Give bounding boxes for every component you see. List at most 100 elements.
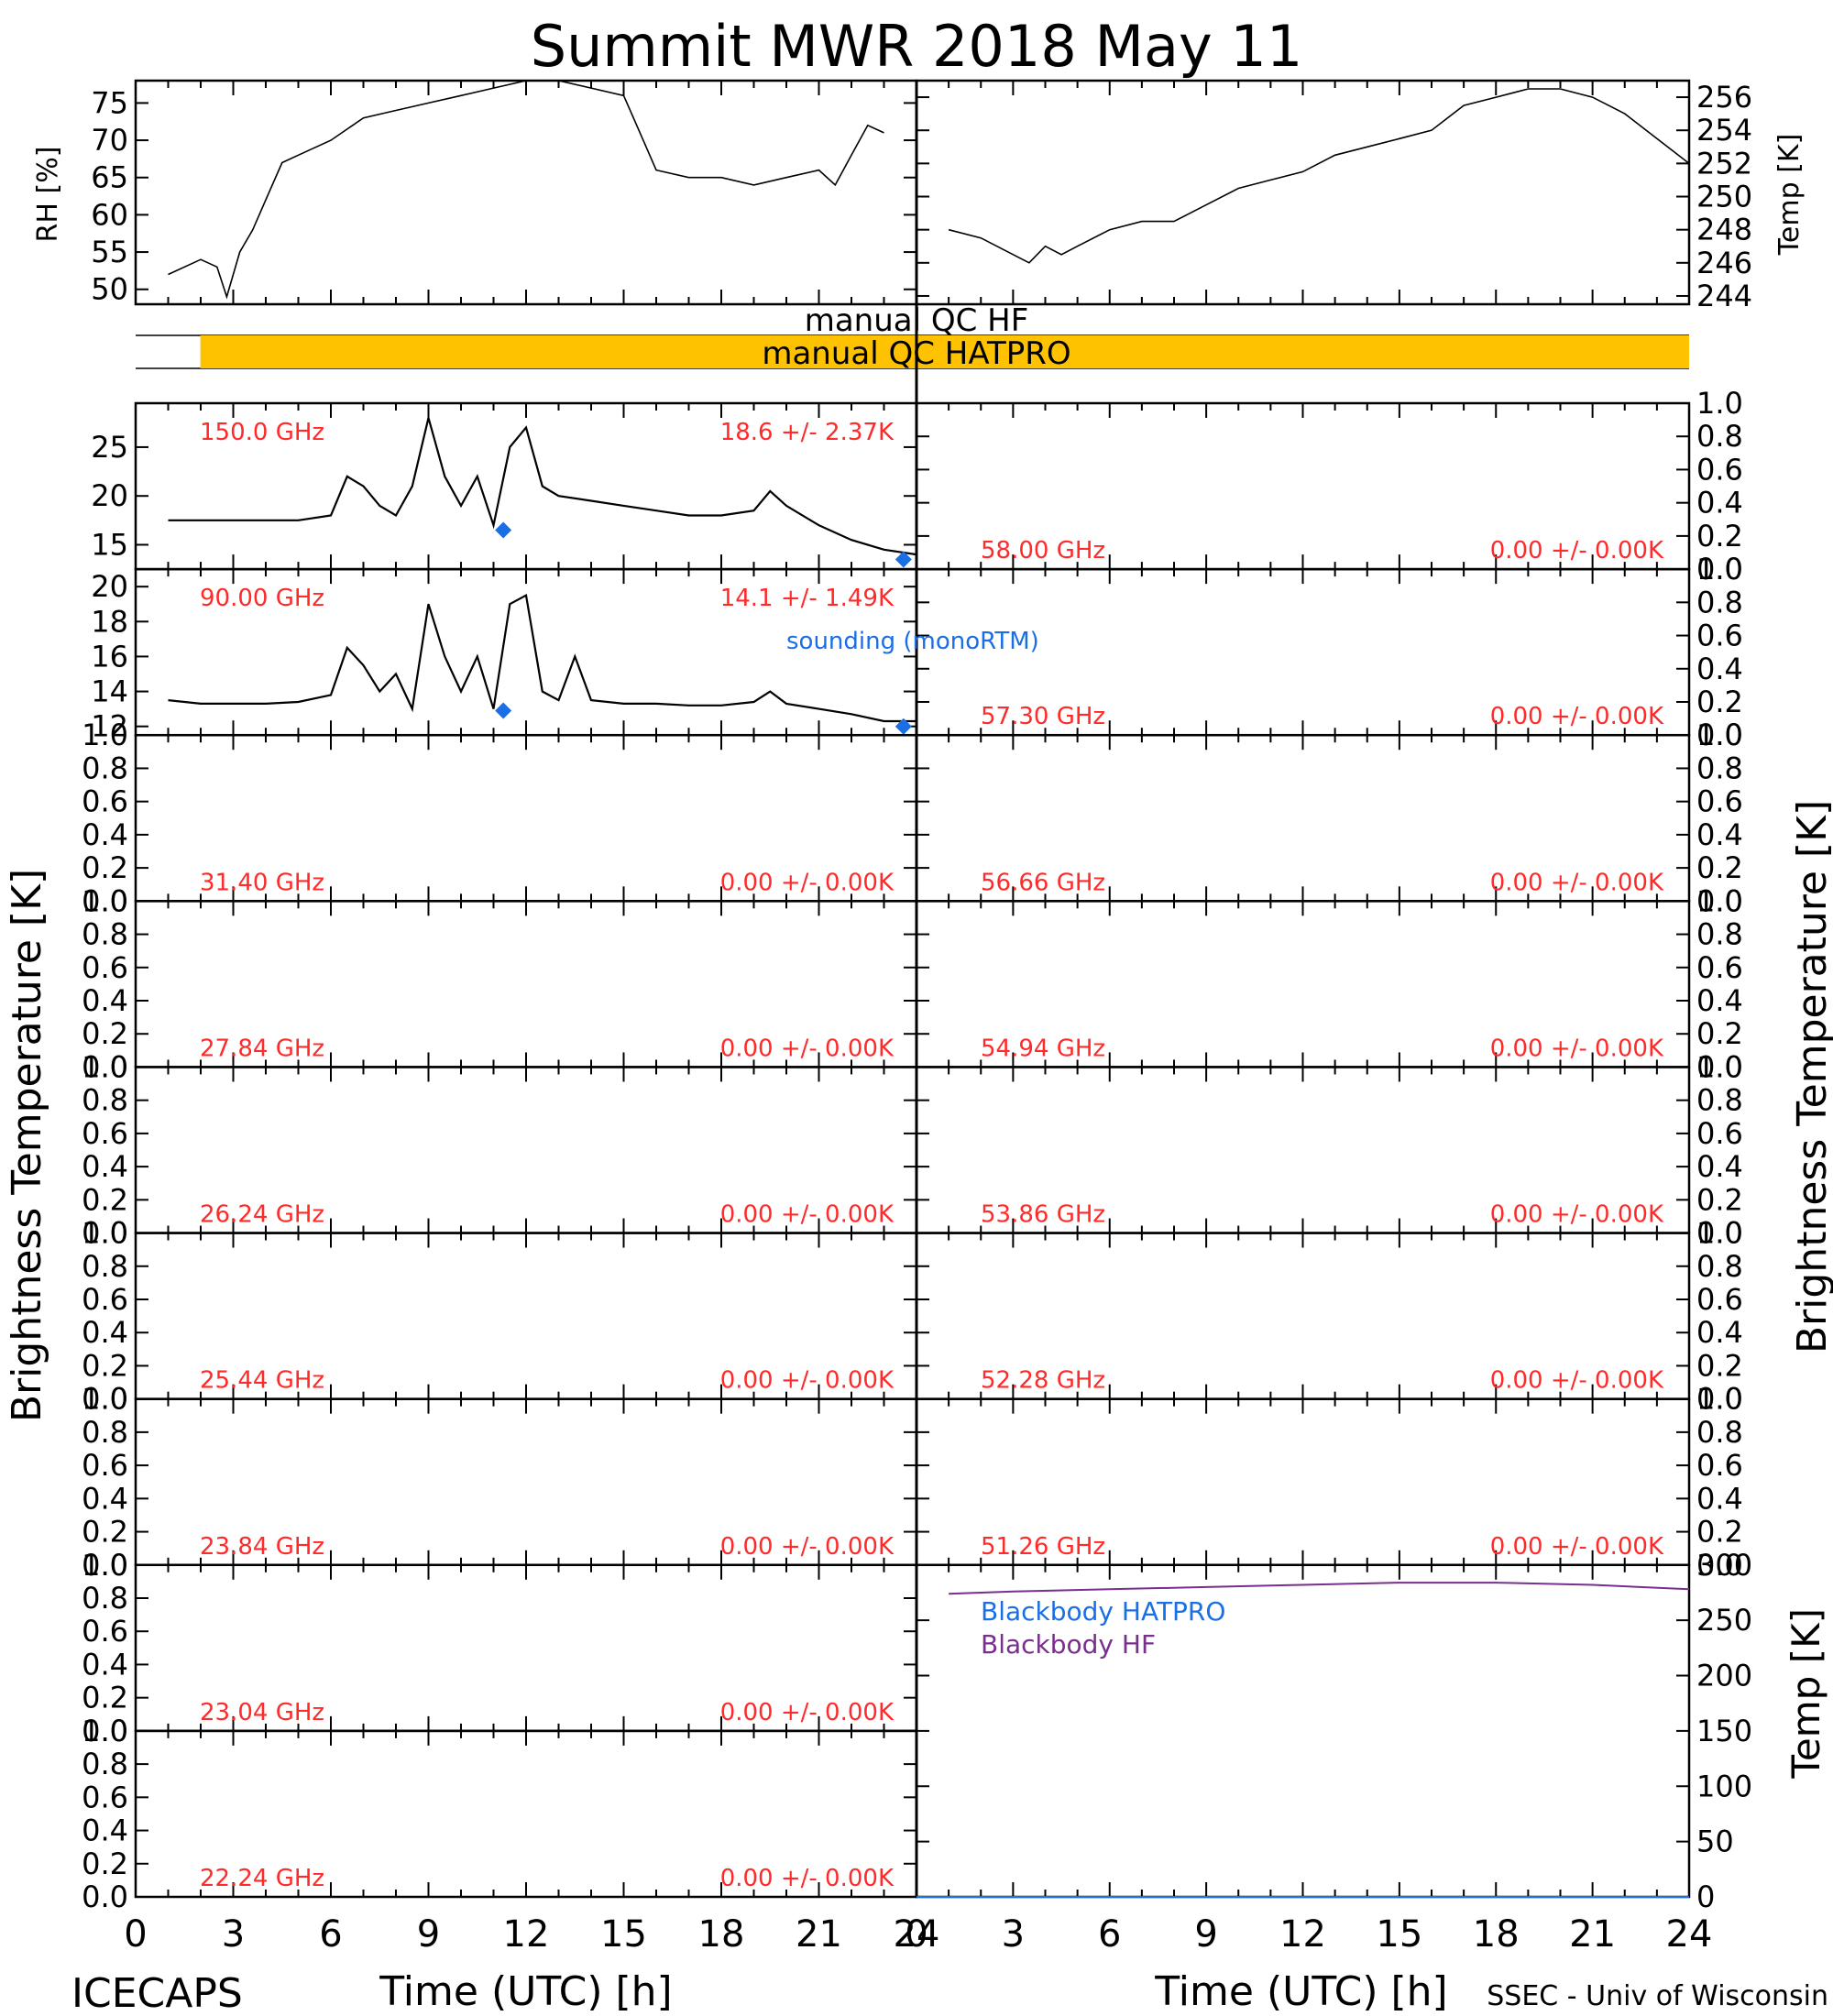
tb-right-2-ytick-label: 1.0 [1696, 718, 1743, 752]
tb-left-1-ytick-label: 20 [91, 569, 128, 604]
tb-right-0-ytick-label: 0.4 [1696, 486, 1743, 520]
tb-right-4-ytick-label: 0.6 [1696, 1116, 1743, 1151]
legend-blackbody-hatpro: Blackbody HATPRO [981, 1596, 1225, 1627]
tb-left-7-ytick-label: 1.0 [82, 1548, 128, 1583]
tb-right-stat-0: 0.00 +/- 0.00K [1490, 537, 1664, 564]
rh-ytick-label: 70 [91, 123, 128, 158]
tb-left-6-ytick-label: 0.6 [82, 1448, 128, 1483]
blackbody-hf-line [949, 1582, 1690, 1595]
tb-right-3-ytick-label: 0.0 [1696, 1049, 1743, 1084]
tb-left-4-ytick-label: 0.4 [82, 1149, 128, 1184]
tb-left-freq-2: 31.40 GHz [200, 869, 324, 896]
tb-left-3-ytick-label: 1.0 [82, 883, 128, 918]
tb-right-6-ytick-label: 1.0 [1696, 1382, 1743, 1417]
blackbody-ytick-label: 150 [1696, 1714, 1752, 1748]
tb-left-series-0 [168, 417, 917, 556]
tb-left-0-ytick-label: 25 [91, 430, 128, 465]
xtick-label-left: 21 [796, 1913, 842, 1956]
tb-left-8-ytick-label: 0.6 [82, 1780, 128, 1814]
tb-right-1-ytick-label: 0.6 [1696, 619, 1743, 653]
tb-left-stat-7: 0.00 +/- 0.00K [720, 1699, 895, 1726]
xtick-label-left: 9 [417, 1913, 440, 1956]
sounding-legend: sounding (monoRTM) [786, 628, 1039, 655]
tb-left-stat-1: 14.1 +/- 1.49K [720, 585, 895, 612]
tb-right-1-ytick-label: 0.8 [1696, 585, 1743, 619]
tb-left-3-ytick-label: 0.6 [82, 950, 128, 985]
tb-right-6-ytick-label: 0.2 [1696, 1515, 1743, 1550]
tb-left-1-ytick-label: 16 [91, 639, 128, 674]
rh-ytick-label: 60 [91, 197, 128, 232]
footer-left: ICECAPS [71, 1970, 243, 2016]
xtick-label-right: 21 [1569, 1913, 1616, 1956]
xtick-label-left: 12 [503, 1913, 550, 1956]
tb-right-5-ytick-label: 0.0 [1696, 1382, 1743, 1417]
tb-right-6-ytick-label: 0.4 [1696, 1481, 1743, 1516]
tb-right-6-ytick-label: 0.6 [1696, 1448, 1743, 1483]
tb-left-5-ytick-label: 0.0 [82, 1382, 128, 1417]
xtick-label-right: 18 [1473, 1913, 1520, 1956]
tb-right-stat-5: 0.00 +/- 0.00K [1490, 1367, 1664, 1395]
tb-right-1-ytick-label: 0.2 [1696, 685, 1743, 719]
xtick-label-left: 6 [319, 1913, 342, 1956]
tb-left-freq-6: 23.84 GHz [200, 1533, 324, 1561]
chart-title: Summit MWR 2018 May 11 [531, 13, 1303, 80]
tb-left-3-ytick-label: 0.4 [82, 983, 128, 1018]
rh-ytick-label: 75 [91, 85, 128, 120]
tb-left-5-ytick-label: 0.6 [82, 1282, 128, 1317]
tb-right-0-ytick-label: 0.8 [1696, 419, 1743, 454]
tb-left-8-ytick-label: 0.4 [82, 1813, 128, 1848]
blackbody-ytick-label: 50 [1696, 1824, 1734, 1859]
rh-ytick-label: 50 [91, 272, 128, 307]
tb-right-freq-3: 54.94 GHz [981, 1035, 1105, 1062]
tb-right-5-ytick-label: 0.8 [1696, 1249, 1743, 1284]
tb-left-6-ytick-label: 0.4 [82, 1481, 128, 1516]
xtick-label-left: 18 [698, 1913, 745, 1956]
tb-left-stat-5: 0.00 +/- 0.00K [720, 1367, 895, 1395]
xtick-label-left: 24 [894, 1913, 940, 1956]
brightness-ylabel-right: Brightness Temperature [K] [1789, 800, 1833, 1353]
temp-ytick-label: 254 [1696, 113, 1752, 148]
tb-left-stat-0: 18.6 +/- 2.37K [720, 419, 895, 446]
tb-left-5-ytick-label: 0.4 [82, 1315, 128, 1350]
tb-left-2-ytick-label: 0.4 [82, 817, 128, 852]
tb-right-3-ytick-label: 0.2 [1696, 1016, 1743, 1051]
tb-left-stat-8: 0.00 +/- 0.00K [720, 1865, 895, 1892]
tb-right-3-ytick-label: 0.8 [1696, 917, 1743, 952]
xtick-label-right: 12 [1279, 1913, 1326, 1956]
xtick-label-right: 6 [1098, 1913, 1121, 1956]
tb-left-6-ytick-label: 1.0 [82, 1382, 128, 1417]
tb-right-2-ytick-label: 0.0 [1696, 883, 1743, 918]
tb-right-freq-4: 53.86 GHz [981, 1201, 1105, 1229]
tb-left-7-ytick-label: 0.2 [82, 1681, 128, 1715]
tb-right-6-ytick-label: 0.0 [1696, 1548, 1743, 1583]
tb-left-4-ytick-label: 0.6 [82, 1116, 128, 1151]
blackbody-ytick-label: 100 [1696, 1769, 1752, 1803]
tb-right-2-ytick-label: 0.6 [1696, 784, 1743, 819]
temp-ytick-label: 252 [1696, 146, 1752, 181]
tb-left-2-ytick-label: 0.8 [82, 751, 128, 785]
tb-right-3-ytick-label: 1.0 [1696, 883, 1743, 918]
tb-left-2-ytick-label: 0.6 [82, 784, 128, 819]
tb-right-5-ytick-label: 1.0 [1696, 1216, 1743, 1251]
tb-left-5-ytick-label: 1.0 [82, 1216, 128, 1251]
xtick-label-left: 0 [124, 1913, 147, 1956]
tb-right-4-ytick-label: 0.0 [1696, 1216, 1743, 1251]
tb-left-2-ytick-label: 0.0 [82, 883, 128, 918]
tb-right-4-ytick-label: 0.4 [1696, 1149, 1743, 1184]
tb-right-5-ytick-label: 0.2 [1696, 1348, 1743, 1383]
tb-left-stat-4: 0.00 +/- 0.00K [720, 1201, 895, 1229]
tb-left-freq-0: 150.0 GHz [200, 419, 324, 446]
tb-right-4-ytick-label: 0.2 [1696, 1182, 1743, 1217]
tb-left-6-ytick-label: 0.8 [82, 1415, 128, 1450]
tb-left-4-ytick-label: 1.0 [82, 1049, 128, 1084]
tb-left-8-ytick-label: 0.2 [82, 1846, 128, 1881]
sounding-marker [495, 702, 512, 719]
tb-right-4-ytick-label: 0.8 [1696, 1083, 1743, 1118]
tb-left-freq-4: 26.24 GHz [200, 1201, 324, 1229]
tb-right-2-ytick-label: 0.4 [1696, 817, 1743, 852]
temp-ylabel: Temp [K] [1773, 134, 1806, 257]
tb-left-5-ytick-label: 0.2 [82, 1348, 128, 1383]
temp-ytick-label: 244 [1696, 279, 1752, 313]
